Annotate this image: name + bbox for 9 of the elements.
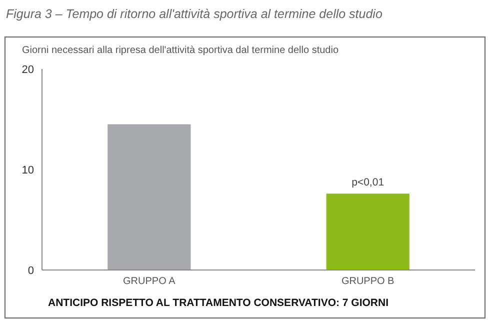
y-tick-label: 20 [22, 64, 34, 76]
y-axis-title: Giorni necessari alla ripresa dell'attività sportiva dal termine dello studio [22, 45, 339, 56]
y-tick-label: 10 [22, 164, 34, 176]
x-tick-label: GRUPPO B [341, 276, 395, 287]
x-tick-label: GRUPPO A [123, 276, 176, 287]
y-tick-label: 0 [28, 264, 34, 277]
annotation: p<0,01 [352, 176, 384, 189]
chart-title: Figura 3 – Tempo di ritorno all'attività sportiva al termine dello studio [6, 7, 382, 21]
text: ANTICIPO RISPETTO AL TRATTAMENTO CONSERVATIVO: 7 GIORNI [48, 297, 389, 309]
